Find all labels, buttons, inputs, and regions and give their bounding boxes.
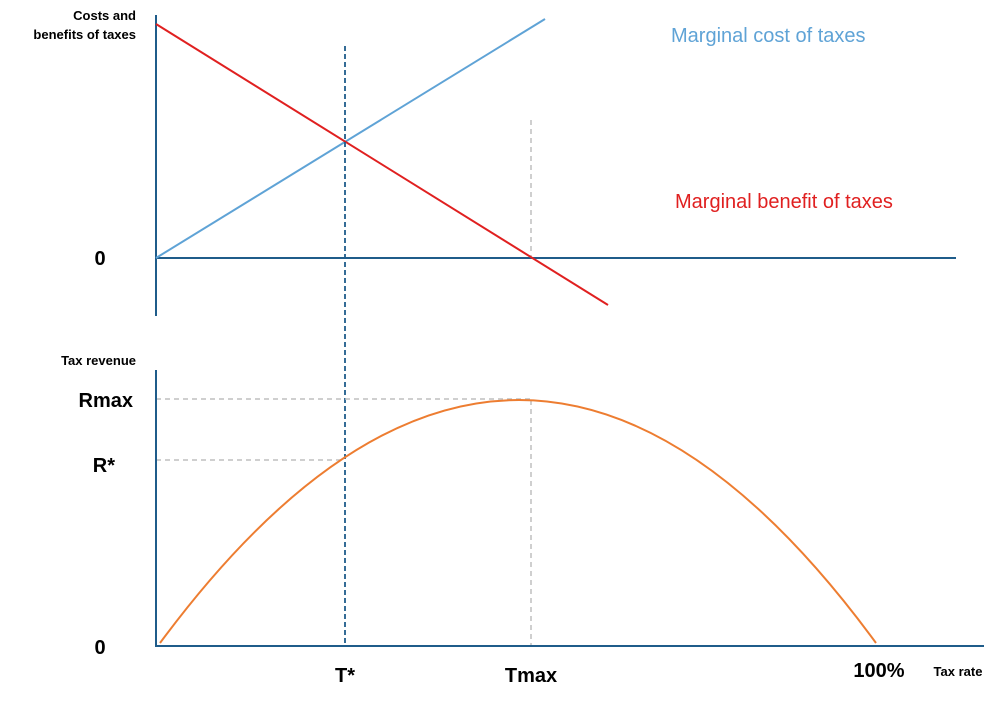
revenue-curve xyxy=(159,399,877,644)
bottom-zero-label: 0 xyxy=(94,637,105,659)
x-axis-label: Tax rate xyxy=(934,664,983,679)
rstar-label: R* xyxy=(93,455,115,477)
hundred-percent-label: 100% xyxy=(853,660,904,682)
top-y-axis-label-line1: Costs and xyxy=(73,8,136,23)
rmax-label: Rmax xyxy=(79,390,133,412)
top-y-axis-label-line2: benefits of taxes xyxy=(33,27,136,42)
bottom-y-axis-label: Tax revenue xyxy=(61,353,136,368)
marginal-benefit-line xyxy=(155,23,609,306)
marginal-cost-label: Marginal cost of taxes xyxy=(671,25,866,47)
tstar-label: T* xyxy=(335,665,355,687)
marginal-cost-line xyxy=(155,18,546,259)
top-zero-label: 0 xyxy=(94,248,105,270)
tmax-label: Tmax xyxy=(505,665,557,687)
bottom-panel: Tax revenue Rmax R* 0 T* Tmax 100% Tax r… xyxy=(61,353,984,687)
top-panel: Costs and benefits of taxes 0 Marginal c… xyxy=(33,8,956,316)
marginal-benefit-label: Marginal benefit of taxes xyxy=(675,191,893,213)
